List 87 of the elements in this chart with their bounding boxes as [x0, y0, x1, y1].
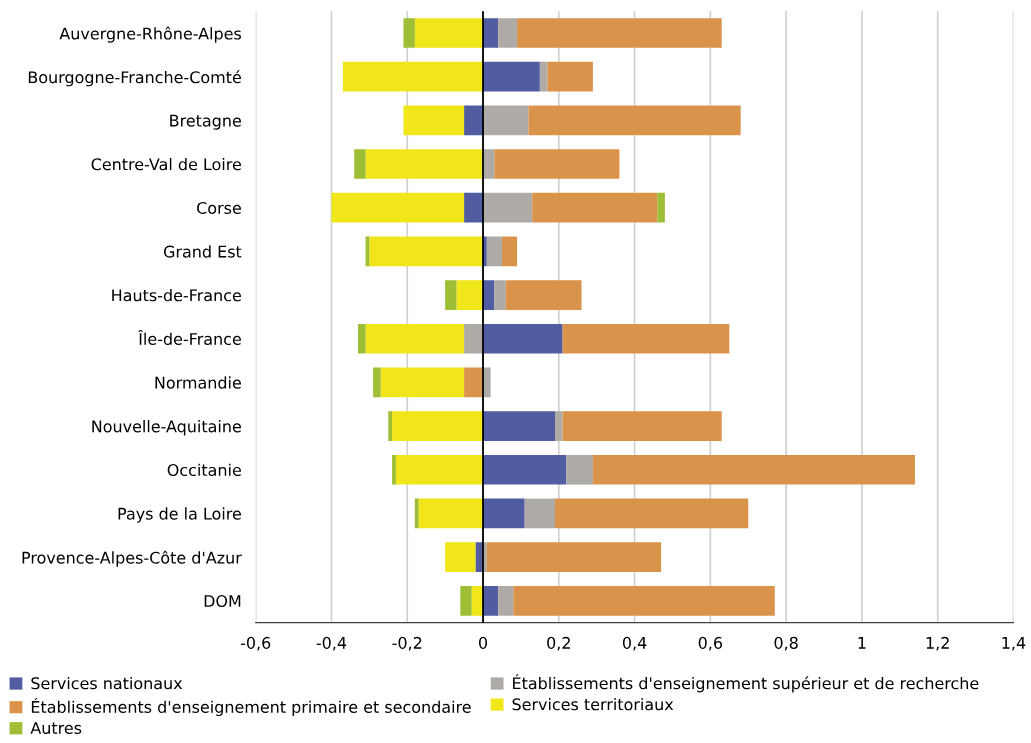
bar [464, 192, 484, 223]
y-tick-label: Nouvelle-Aquitaine [92, 420, 241, 436]
bar [403, 18, 415, 48]
x-tick-label: -0,6 [240, 636, 271, 651]
bar [373, 367, 381, 398]
bar [331, 192, 465, 223]
bar [414, 498, 419, 529]
bar [445, 280, 457, 310]
bar [342, 61, 484, 92]
y-tick-label: Provence-Alpes-Côte d'Azur [22, 550, 242, 567]
bar [501, 236, 518, 267]
bar [365, 149, 484, 179]
bar [562, 323, 730, 354]
bar [483, 585, 499, 616]
bar [494, 280, 506, 310]
bar [456, 280, 484, 310]
bar [486, 236, 502, 267]
bar [445, 542, 476, 572]
bar [392, 411, 484, 441]
bar [547, 61, 593, 92]
x-tick-label: 0 [479, 636, 488, 649]
bar [483, 18, 499, 48]
legend-label: Établissements d'enseignement primaire et secondaire [31, 697, 471, 717]
y-tick-label: Occitanie [167, 463, 241, 477]
bar [392, 454, 396, 485]
y-tick-label: Hauts-de-France [112, 288, 241, 302]
x-tick-label: 1,4 [1002, 637, 1026, 651]
bar [460, 585, 472, 616]
bar [486, 542, 662, 572]
legend-label: Autres [30, 722, 82, 735]
y-tick-label: Bretagne [170, 114, 241, 130]
bar [539, 61, 548, 92]
y-tick-label: Normandie [155, 376, 241, 389]
bar [532, 192, 658, 223]
bar [414, 18, 484, 48]
x-tick-label: -0,2 [392, 636, 422, 651]
bar [528, 105, 741, 136]
y-tick-label: Corse [197, 201, 241, 214]
bar [483, 411, 556, 441]
bar [464, 367, 484, 398]
legend-label: Établissements d'enseignement supérieur et de recherche [513, 674, 979, 693]
bar [354, 149, 366, 179]
bar [357, 323, 366, 354]
bar [657, 192, 665, 223]
y-tick-label: DOM [204, 595, 241, 608]
y-tick-label: Grand Est [163, 245, 242, 258]
bar [505, 280, 582, 310]
bar [483, 454, 567, 485]
bar [483, 105, 529, 136]
x-tick-label: 0,2 [547, 636, 570, 651]
bar [517, 18, 722, 48]
bar [483, 61, 540, 92]
y-tick-label: Pays de la Loire [118, 507, 241, 523]
x-tick-label: 0,4 [622, 636, 647, 651]
x-tick-label: 1 [858, 637, 866, 649]
x-tick-label: 0,6 [698, 636, 723, 651]
y-tick-label: Centre-Val de Loire [91, 157, 241, 171]
bar [388, 411, 393, 441]
x-tick-label: -0,4 [316, 636, 347, 651]
legend-label: Services nationaux [31, 676, 183, 690]
bar [494, 149, 620, 179]
bar [483, 192, 533, 223]
bar [555, 498, 749, 529]
bar [365, 323, 465, 354]
y-tick-label: Auvergne-Rhône-Alpes [59, 26, 242, 43]
y-tick-label: Île-de-France [138, 330, 241, 346]
bar [555, 411, 563, 441]
bar [464, 105, 484, 136]
bar [403, 105, 465, 136]
bar [498, 585, 514, 616]
bar [524, 498, 556, 529]
bar [464, 323, 484, 354]
legend-label: Services territoriaux [512, 697, 674, 711]
bar [369, 236, 484, 267]
x-tick-label: 1,2 [926, 636, 949, 651]
bar [513, 585, 775, 616]
x-tick-label: 0,8 [774, 636, 798, 651]
bar [592, 454, 915, 485]
bar [380, 367, 465, 398]
bar [418, 498, 484, 529]
bar [566, 454, 593, 485]
bar [498, 18, 518, 48]
bar [483, 323, 563, 354]
y-tick-label: Bourgogne-Franche-Comté [28, 70, 241, 87]
bar [483, 498, 525, 529]
bar [562, 411, 722, 441]
bar [395, 454, 484, 485]
